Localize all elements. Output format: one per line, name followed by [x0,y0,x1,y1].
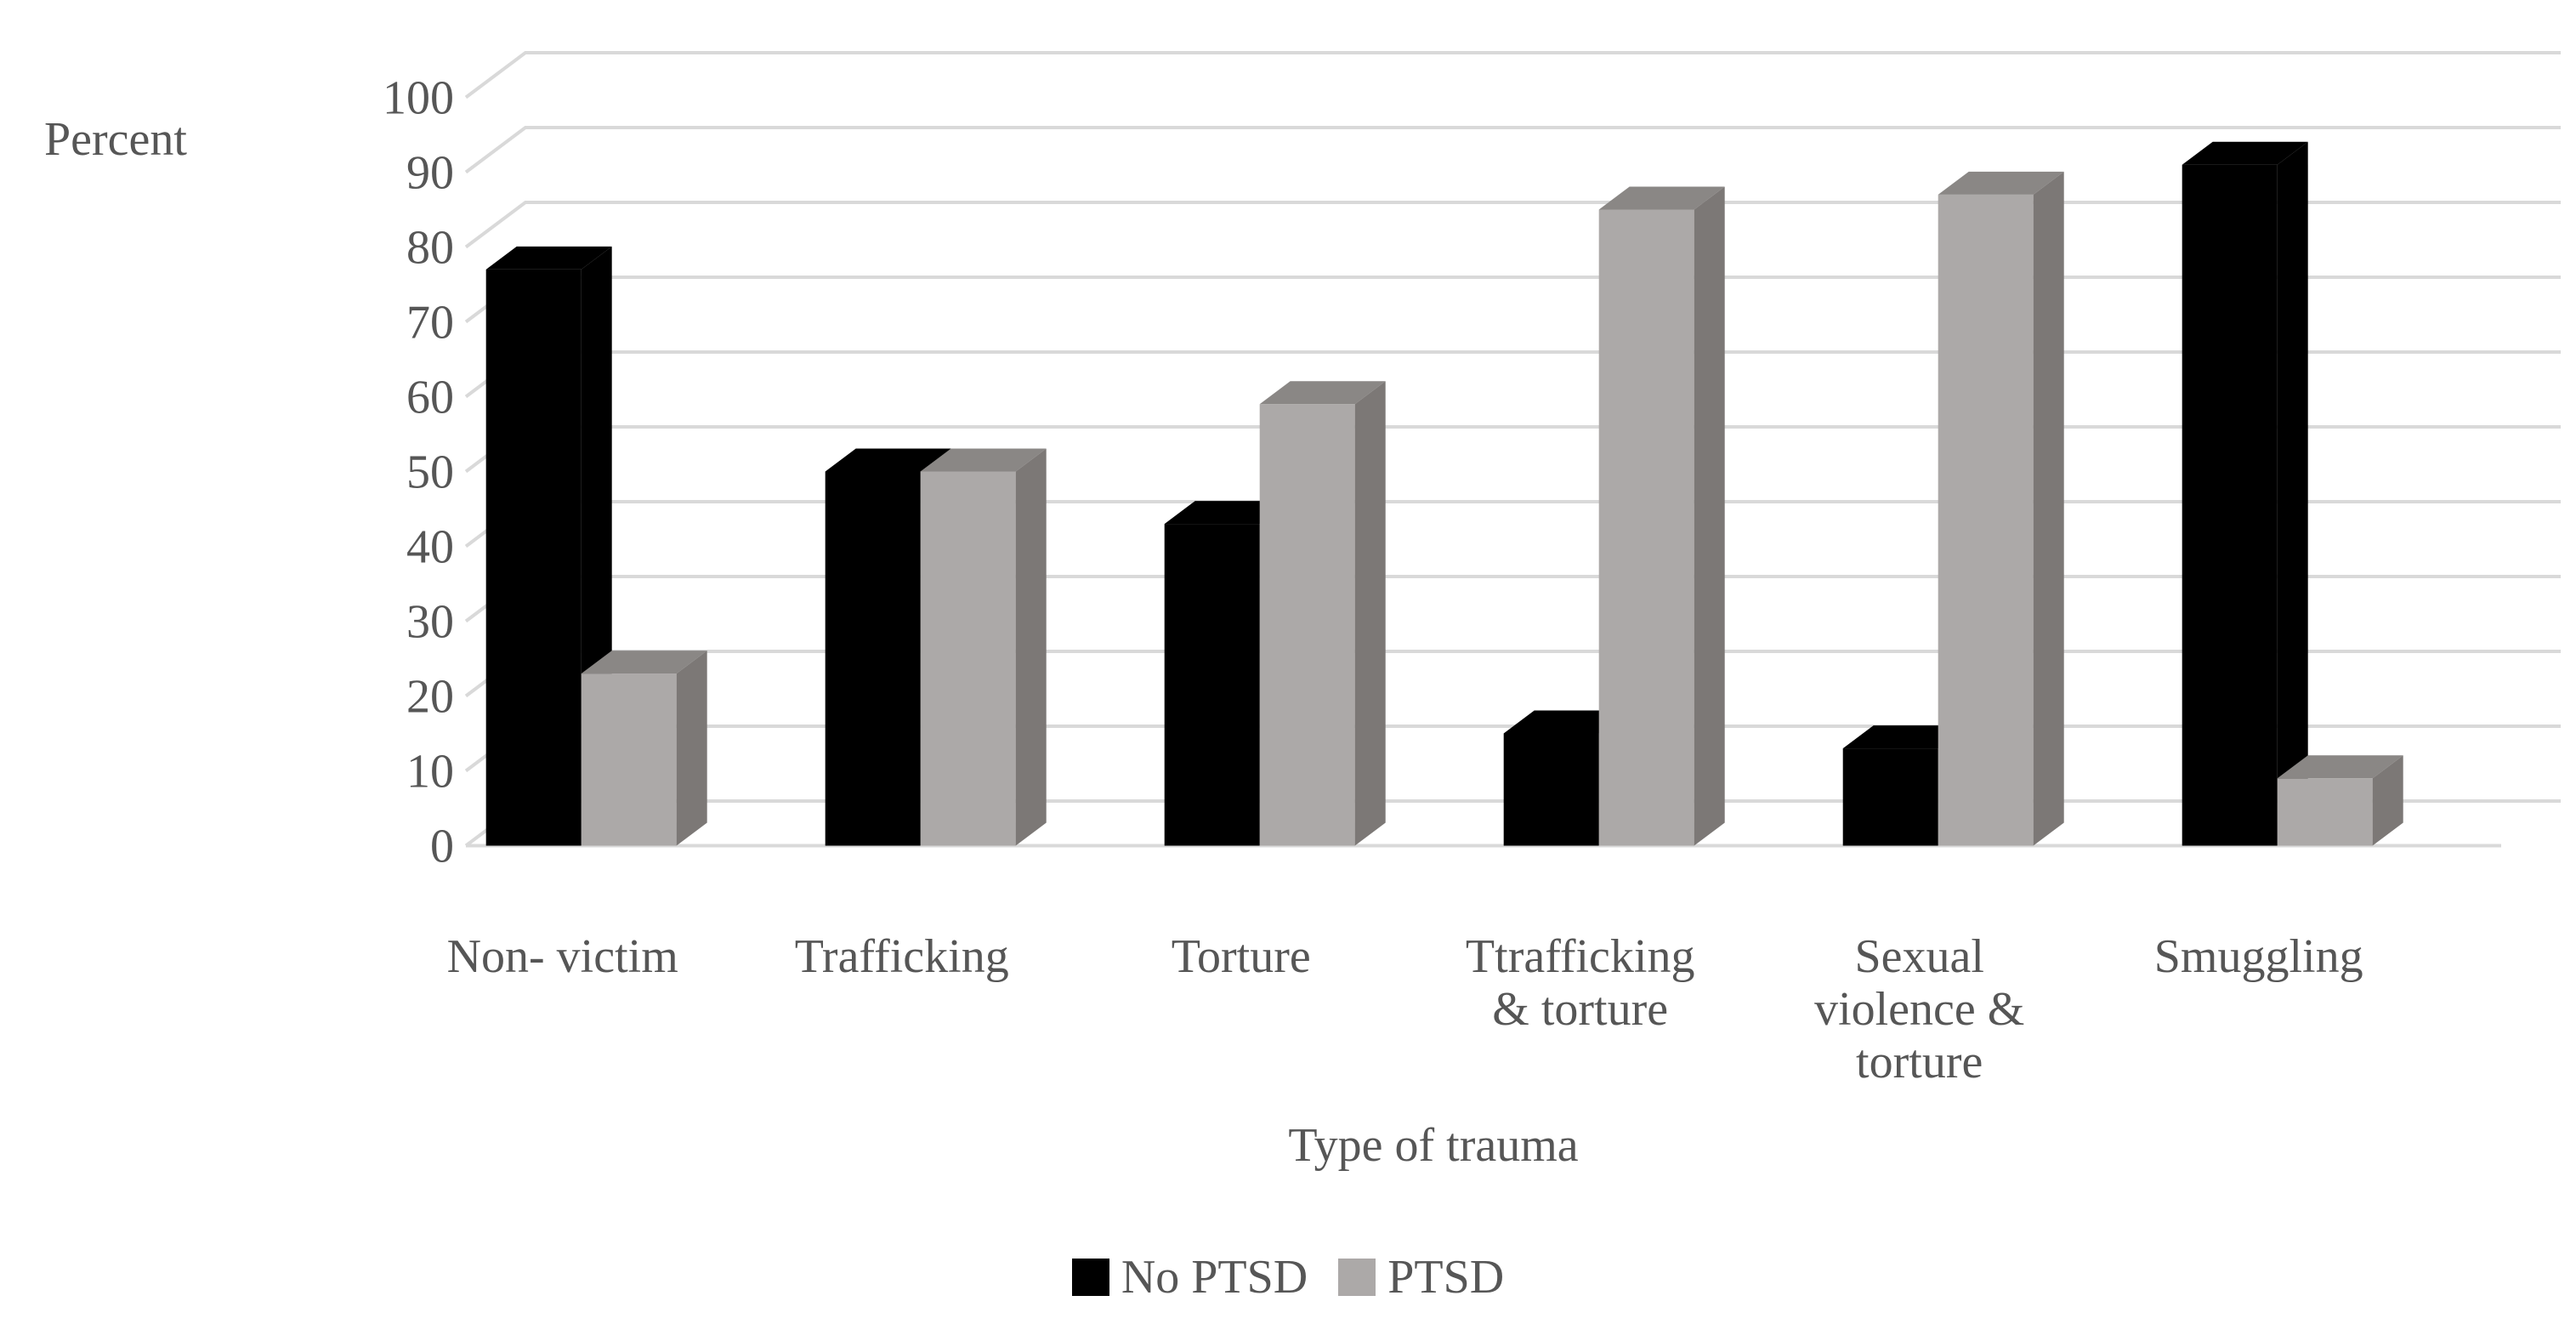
y-tick-label: 10 [406,746,454,798]
bar-front-face [485,269,582,846]
bar-top-face [1503,710,1630,734]
bar-side-face [2277,141,2308,846]
bar-top-face [1598,186,1725,210]
legend-swatch-no-ptsd-icon [1071,1259,1109,1296]
bar-top-face [485,246,612,270]
y-tick-label: 20 [406,671,454,724]
bar-ptsd-sexual-violence-torture [1938,171,2064,846]
bar-no-ptsd-smuggling [2182,141,2308,846]
gridline [464,126,2561,174]
legend: No PTSD PTSD [0,1250,2576,1304]
bar-front-face [920,471,1016,846]
legend-entry-ptsd: PTSD [1338,1250,1504,1304]
bar-front-face [581,673,677,846]
bar-front-face [1842,748,1938,846]
y-tick-label: 70 [406,297,454,349]
legend-swatch-ptsd-icon [1338,1259,1376,1296]
x-category-label: Smuggling [2154,930,2363,983]
y-tick-label: 60 [406,372,454,424]
legend-label-no-ptsd: No PTSD [1121,1251,1308,1304]
bar-top-face [581,651,707,674]
bar-side-face [1354,381,1386,846]
bar-front-face [1503,733,1599,846]
bar-top-face [825,448,951,472]
gridline [464,201,2561,249]
legend-label-ptsd: PTSD [1387,1251,1505,1304]
bar-top-face [2182,141,2308,165]
x-category-label: Non- victim [447,930,678,983]
legend-entry-no-ptsd: No PTSD [1071,1250,1308,1304]
bar-ptsd-trafficking [920,448,1047,846]
bar-top-face [1842,725,1969,749]
bar-front-face [2277,778,2373,846]
bar-front-face [1938,194,2034,846]
bar-side-face [676,651,707,846]
bar-front-face [2182,164,2278,846]
y-tick-label: 0 [430,821,454,873]
bar-front-face [1259,404,1355,846]
bar-top-face [1164,501,1291,525]
x-category-label: Torture [1172,930,1311,983]
x-category-label: Sexual violence & torture [1814,930,2024,1088]
bar-front-face [1598,209,1694,846]
x-category-label: Ttrafficking & torture [1466,930,1695,1036]
y-tick-label: 50 [406,446,454,499]
bar-side-face [2372,755,2403,846]
y-tick-label: 100 [383,72,454,125]
bar-ptsd-smuggling [2277,755,2403,846]
bar-top-face [1938,171,2064,195]
bar-side-face [2033,171,2064,846]
bar-top-face [2277,755,2403,779]
bar-top-face [920,448,1047,472]
bar-top-face [1259,381,1386,405]
y-tick-label: 30 [406,596,454,649]
y-axis-title: Percent [44,113,187,166]
bar-side-face [1015,448,1047,846]
y-tick-label: 90 [406,147,454,200]
bar-ptsd-torture [1259,381,1386,846]
y-tick-label: 40 [406,521,454,574]
x-category-label: Trafficking [795,930,1009,983]
bar-front-face [1164,524,1260,846]
bar-ptsd-ttrafficking-torture [1598,186,1725,846]
gridline [464,51,2561,99]
bar-front-face [825,471,921,846]
y-tick-label: 80 [406,222,454,275]
x-axis-title: Type of trauma [1288,1119,1578,1172]
bar-ptsd-non-victim [581,651,707,846]
bar-side-face [1694,186,1725,846]
bar-no-ptsd-non-victim [485,246,612,846]
